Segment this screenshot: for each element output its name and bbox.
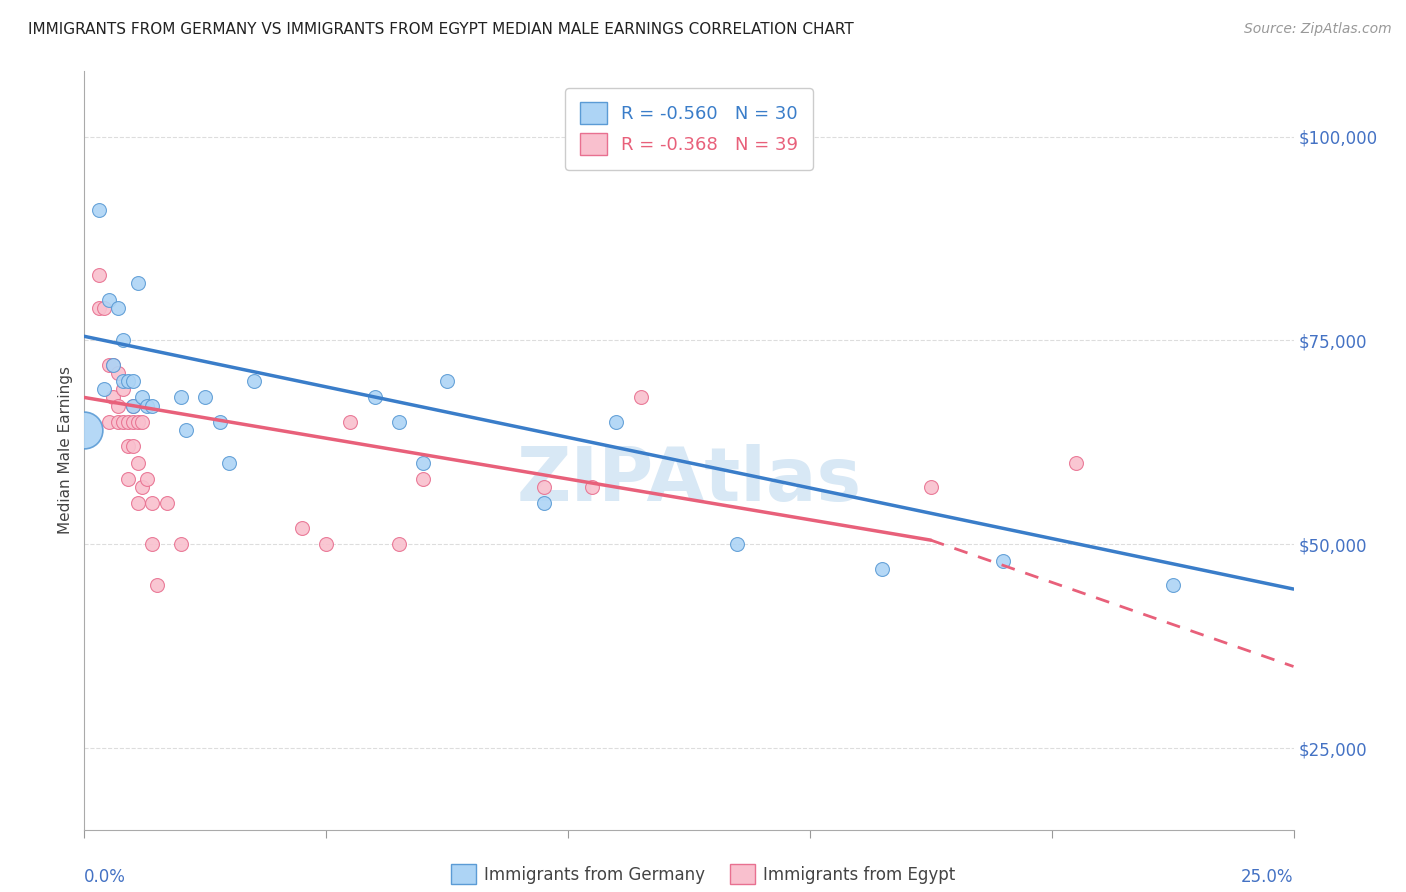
Point (93, 382, 115, 396)
Point (412, 456, 434, 470)
Point (920, 480, 942, 494)
Point (131, 391, 153, 405)
Point (170, 537, 193, 551)
Y-axis label: Median Male Earnings: Median Male Earnings (58, 367, 73, 534)
Point (1161, 578, 1184, 592)
Point (103, 358, 125, 372)
Point (87, 268, 110, 282)
Point (141, 537, 163, 551)
Point (107, 399, 129, 413)
Point (97, 358, 120, 372)
Point (436, 374, 458, 388)
Point (112, 334, 135, 348)
Point (87, 202, 110, 217)
Point (127, 496, 149, 510)
Point (97, 415, 120, 429)
Point (121, 374, 143, 388)
Point (97, 293, 120, 307)
Point (117, 415, 139, 429)
Point (208, 415, 231, 429)
Point (174, 423, 197, 437)
Point (339, 415, 361, 429)
Text: 25.0%: 25.0% (1241, 869, 1294, 887)
Point (112, 374, 135, 388)
Point (112, 382, 135, 396)
Point (121, 439, 143, 453)
Point (315, 537, 337, 551)
Point (103, 391, 125, 405)
Point (388, 537, 411, 551)
Point (93, 301, 115, 315)
Text: IMMIGRANTS FROM GERMANY VS IMMIGRANTS FROM EGYPT MEDIAN MALE EARNINGS CORRELATIO: IMMIGRANTS FROM GERMANY VS IMMIGRANTS FR… (28, 22, 853, 37)
Point (117, 439, 139, 453)
Point (73, 423, 96, 437)
Point (107, 415, 129, 429)
Legend: R = -0.560   N = 30, R = -0.368   N = 39: R = -0.560 N = 30, R = -0.368 N = 39 (565, 88, 813, 170)
Point (131, 415, 153, 429)
Point (194, 391, 217, 405)
Point (872, 562, 894, 576)
Point (1064, 456, 1087, 470)
Point (121, 415, 143, 429)
Point (136, 399, 159, 413)
Point (155, 496, 177, 510)
Point (218, 456, 240, 470)
Point (581, 480, 603, 494)
Point (630, 391, 652, 405)
Point (117, 374, 139, 388)
Legend: Immigrants from Germany, Immigrants from Egypt: Immigrants from Germany, Immigrants from… (444, 857, 962, 891)
Text: Source: ZipAtlas.com: Source: ZipAtlas.com (1244, 22, 1392, 37)
Point (131, 480, 153, 494)
Point (605, 415, 627, 429)
Point (993, 553, 1015, 567)
Point (87, 301, 110, 315)
Point (363, 391, 385, 405)
Point (112, 415, 135, 429)
Point (136, 472, 159, 486)
Point (412, 472, 434, 486)
Point (146, 578, 169, 592)
Point (141, 496, 163, 510)
Point (533, 480, 555, 494)
Point (121, 399, 143, 413)
Point (170, 391, 193, 405)
Point (107, 366, 129, 380)
Point (117, 472, 139, 486)
Point (533, 496, 555, 510)
Point (141, 399, 163, 413)
Point (388, 415, 411, 429)
Point (725, 537, 748, 551)
Point (107, 301, 129, 315)
Point (127, 277, 149, 291)
Text: ZIPAtlas: ZIPAtlas (516, 444, 862, 517)
Point (103, 358, 125, 372)
Point (242, 374, 264, 388)
Text: 0.0%: 0.0% (84, 869, 127, 887)
Point (121, 399, 143, 413)
Point (291, 521, 314, 535)
Point (127, 415, 149, 429)
Point (127, 456, 149, 470)
